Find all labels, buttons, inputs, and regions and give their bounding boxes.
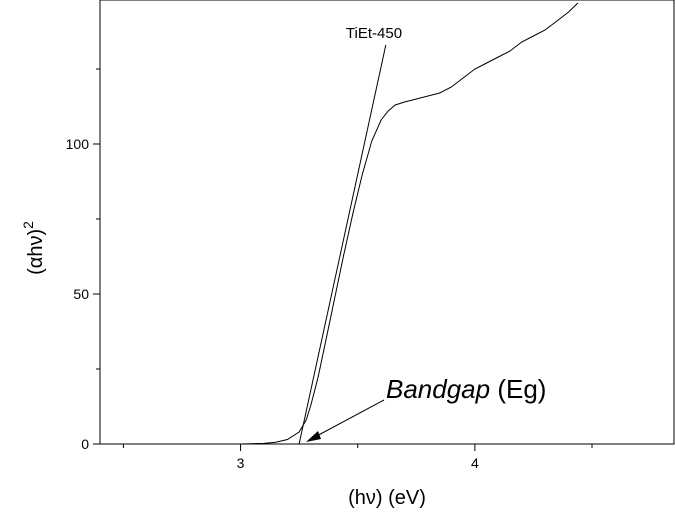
x-tick-label: 3 — [237, 455, 245, 471]
y-tick-label: 0 — [81, 436, 89, 452]
x-tick-label: 4 — [471, 455, 479, 471]
bandgap-label-normal: (Eg) — [490, 374, 546, 404]
y-axis-title-main: (αhν) — [25, 229, 47, 275]
ticks — [93, 68, 593, 451]
y-tick-label: 100 — [66, 136, 90, 152]
y-tick-label: 50 — [73, 286, 89, 302]
tick-labels: 3 4 0 50 100 — [66, 136, 479, 471]
bandgap-arrow-shaft — [312, 399, 385, 439]
svg-text:(αhν)2: (αhν)2 — [20, 221, 47, 275]
bandgap-label-italic: Bandgap — [386, 374, 490, 404]
bandgap-arrowhead — [306, 431, 321, 442]
tangent-line — [298, 44, 387, 445]
y-axis-title: (αhν)2 — [20, 221, 47, 275]
y-axis-title-superscript: 2 — [20, 221, 36, 229]
series-line — [100, 2, 579, 445]
bandgap-label: Bandgap (Eg) — [386, 374, 546, 404]
x-axis-title: (hν) (eV) — [348, 487, 426, 509]
plot-frame — [99, 0, 675, 445]
series-label: TiEt-450 — [346, 25, 402, 42]
